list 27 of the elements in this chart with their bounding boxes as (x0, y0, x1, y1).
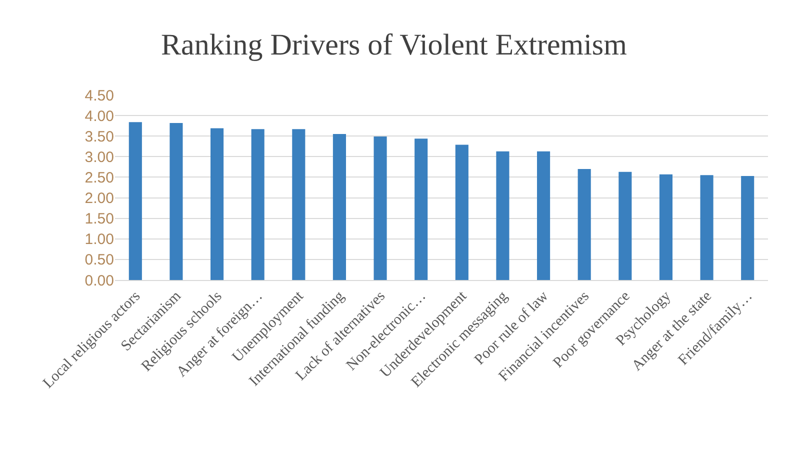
y-tick-label: 1.00 (84, 231, 114, 248)
bar (741, 176, 754, 280)
y-tick-label: 4.50 (84, 87, 114, 104)
y-tick-label: 3.00 (84, 148, 114, 166)
y-tick-label: 2.00 (84, 190, 114, 208)
y-tick-label: 2.50 (84, 169, 114, 186)
bar (618, 172, 632, 280)
y-tick-label: 1.50 (84, 210, 114, 228)
bar (496, 151, 510, 280)
bar (537, 151, 550, 280)
bar (170, 122, 183, 280)
bar (128, 122, 142, 280)
y-tick-label: 0.50 (84, 252, 114, 269)
bar (659, 174, 672, 280)
chart-title: Ranking Drivers of Violent Extremism (161, 28, 627, 62)
bar (578, 169, 591, 280)
bar (374, 136, 387, 280)
y-tick-label: 0.00 (84, 272, 114, 290)
bar (414, 138, 428, 280)
y-tick-label: 3.50 (84, 128, 114, 146)
bar (251, 129, 264, 280)
bar (455, 144, 468, 280)
bar (332, 134, 346, 280)
y-tick-label: 4.00 (84, 108, 114, 125)
bar (292, 129, 306, 280)
bar (700, 175, 714, 280)
bar (210, 128, 224, 280)
